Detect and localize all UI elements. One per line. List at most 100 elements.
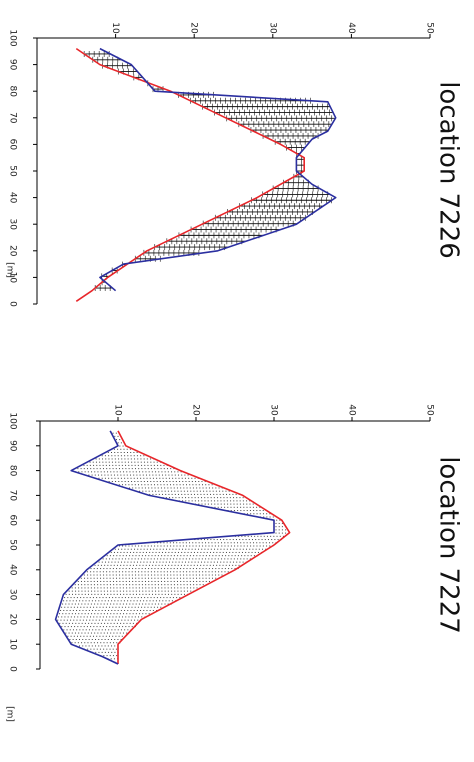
fill-dot <box>230 548 232 550</box>
fill-dot <box>140 461 142 463</box>
fill-dot <box>180 590 182 592</box>
fill-dot <box>82 645 84 647</box>
fill-dot <box>128 616 130 618</box>
fill-dot <box>135 580 137 582</box>
fill-dot <box>238 564 240 566</box>
fill-dot <box>111 452 112 453</box>
fill-dot <box>195 484 197 486</box>
fill-dot <box>163 464 165 466</box>
x-tick-label: 10 <box>8 638 18 650</box>
fill-dot <box>152 493 154 495</box>
fill-dot <box>122 632 124 634</box>
fill-dot <box>246 500 248 502</box>
fill-dot <box>84 577 86 579</box>
fill-dot <box>104 474 106 476</box>
fill-dot <box>138 568 140 570</box>
fill-dot <box>130 477 132 479</box>
fill-dot <box>132 590 134 592</box>
fill-dot <box>216 539 218 541</box>
fill-dot <box>133 477 135 479</box>
fill-dot <box>131 626 133 628</box>
fill-dot <box>109 468 111 470</box>
fill-dot <box>186 580 188 582</box>
fill-dot <box>213 497 215 499</box>
fill-dot <box>195 571 197 573</box>
fill-dot <box>100 577 102 579</box>
fill-dot <box>70 619 72 621</box>
fill-dot <box>107 613 109 615</box>
fill-dot <box>111 455 113 457</box>
fill-dot <box>114 455 116 457</box>
fill-dot <box>182 500 184 502</box>
fill-dot <box>139 593 141 595</box>
fill-dot <box>123 448 125 450</box>
fill-dot <box>249 510 251 512</box>
fill-dot <box>132 564 134 566</box>
fill-dot <box>188 548 190 550</box>
fill-dot <box>127 561 129 563</box>
fill-dot <box>155 600 157 602</box>
fill-dot <box>130 600 132 602</box>
fill-dot <box>215 555 217 557</box>
fill-dot <box>121 548 123 550</box>
fill-dot <box>154 487 156 489</box>
fill-dot <box>90 632 92 634</box>
fill-dot <box>89 606 91 608</box>
fill-dot <box>161 490 163 492</box>
fill-dot <box>227 571 229 573</box>
fill-dot <box>196 564 198 566</box>
fill-dot <box>252 503 254 505</box>
fill-dot <box>83 597 85 599</box>
fill-dot <box>176 558 178 560</box>
fill-dot <box>112 468 114 470</box>
fill-dot <box>239 548 241 550</box>
x-tick-label: 0 <box>8 666 18 672</box>
fill-dot <box>123 564 125 566</box>
fill-dot <box>128 464 130 466</box>
fill-dot <box>95 619 97 621</box>
fill-dot <box>151 471 153 473</box>
fill-dot <box>188 500 190 502</box>
fill-dot <box>172 481 174 483</box>
fill-dot <box>119 580 121 582</box>
fill-dot <box>76 597 78 599</box>
fill-dot <box>81 622 83 624</box>
fill-dot <box>186 484 187 486</box>
fill-dot <box>192 542 194 544</box>
fill-dot <box>142 603 144 605</box>
fill-dot <box>160 545 162 547</box>
fill-dot <box>111 609 113 611</box>
fill-dot <box>141 584 143 586</box>
fill-dot <box>222 551 224 553</box>
fill-dot <box>127 629 129 631</box>
fill-dot <box>221 558 223 560</box>
fill-dot <box>177 471 179 473</box>
fill-dot <box>100 642 102 644</box>
fill-dot <box>117 435 119 437</box>
fill-dot <box>193 584 195 586</box>
fill-dot <box>249 542 251 544</box>
fill-dot <box>140 458 142 460</box>
fill-dot <box>155 490 157 492</box>
fill-dot <box>189 574 191 576</box>
fill-dot <box>176 574 178 576</box>
fill-dot <box>87 642 89 644</box>
fill-dot <box>133 600 135 602</box>
fill-dot <box>130 561 132 563</box>
fill-dot <box>106 574 108 576</box>
fill-dot <box>93 571 95 573</box>
fill-dot <box>82 600 84 602</box>
fill-dot <box>113 642 115 644</box>
fill-dot <box>104 609 106 611</box>
fill-dot <box>106 642 108 644</box>
fill-dot <box>141 580 143 582</box>
fill-dot <box>113 613 115 615</box>
fill-dot <box>97 603 99 605</box>
fill-dot <box>149 561 151 563</box>
fill-dot <box>174 593 176 595</box>
fill-dot <box>87 648 89 650</box>
fill-dot <box>74 603 76 605</box>
fill-dot <box>148 603 150 605</box>
fill-dot <box>97 590 99 592</box>
fill-dot <box>143 609 145 611</box>
